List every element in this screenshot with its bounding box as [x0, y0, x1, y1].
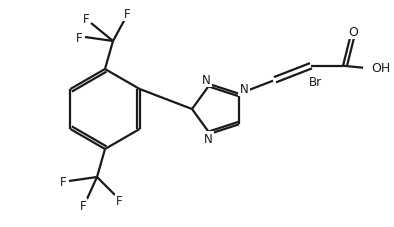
Text: OH: OH — [372, 62, 391, 75]
Text: F: F — [59, 175, 66, 188]
Text: N: N — [202, 74, 210, 86]
Text: N: N — [204, 133, 212, 146]
Text: F: F — [83, 12, 89, 25]
Text: F: F — [80, 200, 86, 212]
Text: F: F — [76, 31, 82, 44]
Text: N: N — [240, 83, 248, 96]
Text: F: F — [116, 195, 122, 207]
Text: Br: Br — [309, 76, 322, 89]
Text: F: F — [124, 7, 130, 20]
Text: O: O — [348, 26, 358, 39]
